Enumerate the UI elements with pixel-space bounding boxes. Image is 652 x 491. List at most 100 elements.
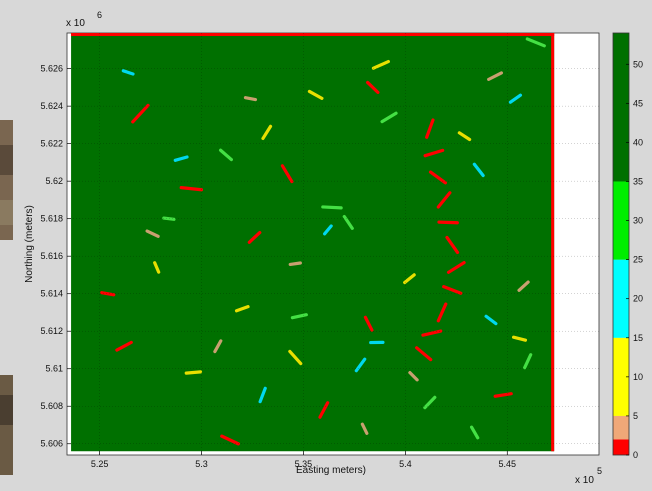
colorbar-band — [613, 415, 629, 440]
feature-red — [247, 230, 262, 244]
colorbar-tick-label: 40 — [633, 137, 643, 147]
colorbar-tick-label: 0 — [633, 450, 638, 460]
feature-red — [428, 170, 447, 185]
feature-red — [115, 340, 133, 352]
y-tick-label: 5.612 — [40, 326, 63, 336]
feature-lightgreen — [523, 353, 533, 370]
feature-lightgreen — [525, 37, 546, 48]
feature-yellow — [403, 273, 416, 285]
feature-red — [445, 235, 460, 255]
feature-yellow — [261, 124, 273, 141]
feature-yellow — [307, 89, 324, 100]
colorbar-band — [613, 439, 629, 455]
raster-edge-top — [71, 33, 555, 36]
colorbar-tick-label: 50 — [633, 59, 643, 69]
x-multiplier: x 10 — [575, 475, 594, 486]
feature-red — [415, 346, 433, 362]
colorbar-band — [613, 259, 629, 338]
feature-tan — [213, 339, 223, 354]
feature-red — [493, 392, 513, 398]
colorbar-tick-label: 45 — [633, 98, 643, 108]
y-multiplier: x 10 — [66, 18, 85, 29]
y-tick-label: 5.624 — [40, 101, 63, 111]
feature-yellow — [234, 305, 250, 313]
feature-red — [220, 434, 240, 446]
feature-lightgreen — [219, 148, 233, 162]
feature-yellow — [184, 370, 203, 375]
feature-red — [100, 291, 116, 297]
y-axis-ticks: 5.606 5.608 5.61 5.612 5.614 5.616 5.618 5.62 5.… — [40, 64, 71, 449]
feature-red — [446, 260, 466, 274]
x-axis-ticks: 5.25 5.3 5.35 5.4 5.45 — [91, 451, 516, 469]
raster-background — [71, 33, 555, 452]
colorbar-band — [613, 181, 629, 260]
feature-tan — [487, 71, 504, 81]
colorbar-tick-label: 35 — [633, 176, 643, 186]
feature-lightgreen — [380, 111, 398, 124]
feature-tan — [243, 96, 258, 102]
feature-red — [131, 103, 150, 124]
feature-lightgreen — [470, 425, 480, 440]
y-axis-label: Northing (meters) — [24, 205, 35, 283]
colorbar-tick-label: 30 — [633, 216, 643, 226]
raster-edge-right — [551, 33, 555, 452]
feature-red — [442, 285, 463, 295]
colorbar-frame — [612, 32, 630, 456]
y-tick-label: 5.606 — [40, 439, 63, 449]
x-axis-label: Easting meters) — [296, 465, 366, 476]
feature-red — [423, 148, 445, 158]
y-tick-label: 5.622 — [40, 139, 63, 149]
feature-red — [436, 191, 452, 209]
feature-cyan — [121, 69, 135, 76]
y-tick-label: 5.61 — [45, 364, 63, 374]
raster-map — [71, 33, 555, 452]
x-tick-label: 5.4 — [399, 459, 412, 469]
colorbar-tick-label: 15 — [633, 333, 643, 343]
y-tick-label: 5.62 — [45, 176, 63, 186]
y-tick-label: 5.608 — [40, 401, 63, 411]
y-tick-label: 5.618 — [40, 214, 63, 224]
grid-lines — [67, 33, 599, 455]
feature-tan — [145, 229, 160, 238]
y-exponent: 6 — [97, 10, 102, 20]
feature-cyan — [354, 357, 367, 373]
y-tick-label: 5.616 — [40, 251, 63, 261]
feature-lightgreen — [162, 216, 176, 221]
x-tick-label: 5.3 — [195, 459, 208, 469]
colorbar-band — [613, 337, 629, 416]
colorbar-band — [613, 33, 629, 182]
feature-cyan — [323, 224, 333, 236]
photo-strip — [0, 120, 13, 475]
feature-tan — [517, 280, 530, 292]
feature-yellow — [371, 59, 390, 70]
feature-lightgreen — [290, 313, 308, 320]
colorbar-tick-label: 5 — [633, 411, 638, 421]
feature-yellow — [153, 261, 161, 274]
feature-yellow — [511, 335, 528, 342]
feature-tan — [360, 422, 369, 435]
feature-lightgreen — [423, 395, 437, 410]
feature-red — [280, 164, 294, 184]
feature-red — [421, 329, 443, 337]
feature-cyan — [472, 162, 485, 178]
colorbar-tick-label: 20 — [633, 294, 643, 304]
x-tick-label: 5.25 — [91, 459, 109, 469]
feature-cyan — [173, 155, 189, 162]
feature-red — [318, 401, 330, 419]
colorbar-ticks: 0 5 10 15 20 25 30 35 40 45 50 — [626, 59, 643, 460]
feature-cyan — [258, 386, 267, 404]
feature-red — [437, 220, 459, 225]
feature-red — [363, 315, 374, 332]
colorbar-tick-label: 10 — [633, 372, 643, 382]
feature-lightgreen — [321, 205, 343, 210]
colorbar-tick-label: 25 — [633, 255, 643, 265]
feature-lightgreen — [342, 214, 354, 230]
feature-yellow — [288, 349, 303, 366]
x-tick-label: 5.35 — [295, 459, 313, 469]
feature-red — [436, 302, 448, 323]
feature-yellow — [457, 131, 472, 142]
colorbar — [612, 32, 630, 456]
x-tick-label: 5.45 — [499, 459, 517, 469]
feature-red — [425, 118, 435, 139]
